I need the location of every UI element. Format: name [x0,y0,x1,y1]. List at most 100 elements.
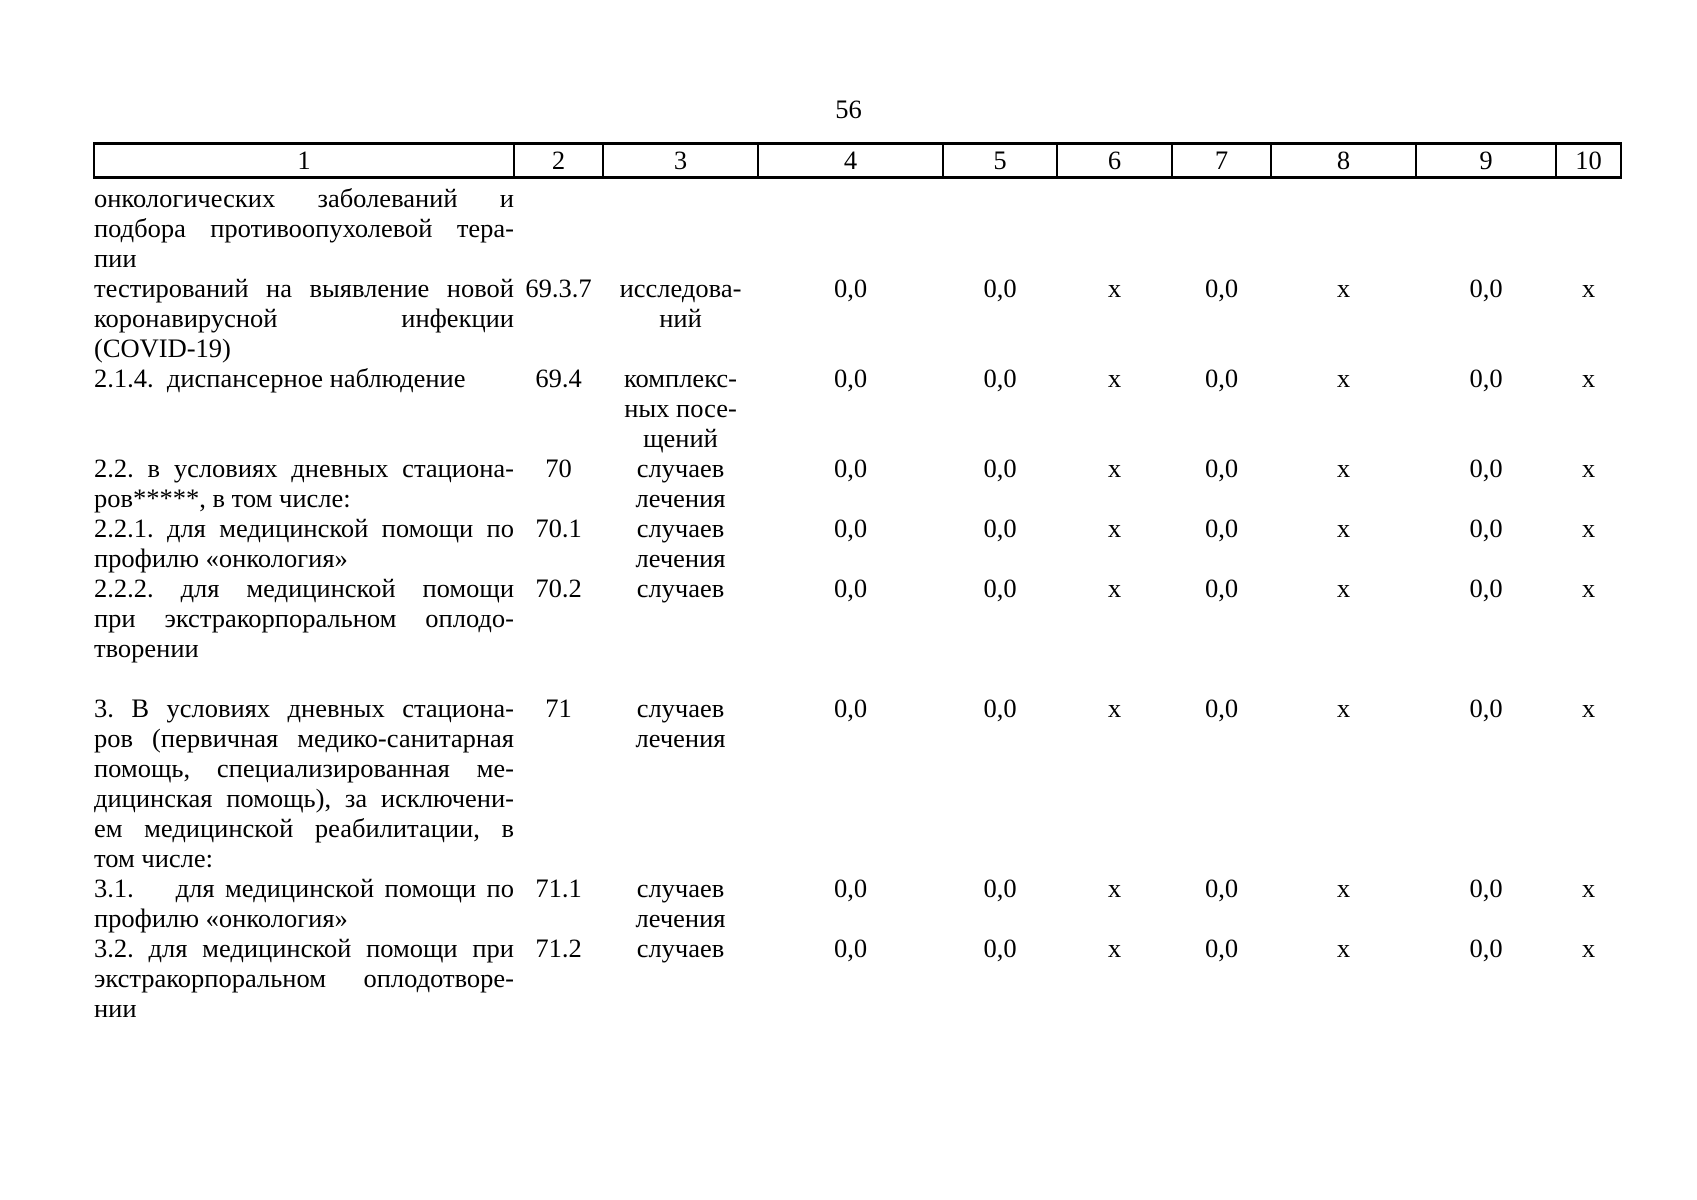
cell-value: 0,0 [1469,693,1503,723]
cell-value: 0,0 [1204,873,1239,903]
cell-value: 0,0 [983,873,1017,903]
unit-line: исследова- [619,273,742,303]
description-line: онкологических заболеваний и [94,183,514,213]
description-line: том числе: [94,843,213,873]
description-line: 2.2.1. для медицинской помощи по [94,513,514,543]
unit-line: случаев [636,873,725,903]
description-line: ем медицинской реабилитации, в [94,813,514,843]
description-line: 3. В условиях дневных стациона- [94,693,514,723]
cell-value: 0,0 [1204,453,1239,483]
description-line: профилю «онкология» [94,903,348,933]
page-number: 56 [835,94,862,124]
table-row: 2.1.4. диспансерное наблюдение 69.4 комп… [94,363,1621,453]
table-row: тестирований на выявление новой коронави… [94,273,1621,363]
volumes-table: 1 2 3 4 5 6 7 8 9 10 онкологических забо… [93,142,1622,1023]
col-header-3: 3 [602,142,759,179]
col-header-6: 6 [1056,142,1173,179]
cell-value: x [1581,933,1596,963]
unit-line: случаев [636,573,725,603]
table-row: 2.2.1. для медицинской помощи по профилю… [94,513,1621,573]
description-line: коронавирусной инфекции [94,303,514,333]
description-line: профилю «онкология» [94,543,348,573]
cell-value [1556,178,1621,274]
unit-line: случаев [636,933,725,963]
cell-description: 2.1.4. диспансерное наблюдение [94,363,514,453]
unit-line: ных посе- [624,393,737,423]
col-header-10: 10 [1555,142,1622,179]
cell-unit: случаев лечения [603,873,758,933]
cell-value: x [1581,573,1596,603]
cell-value: 0,0 [1469,453,1503,483]
table-row: онкологических заболеваний и подбора про… [94,178,1621,274]
cell-unit: случаев лечения [603,453,758,513]
cell-value: x [1336,273,1351,303]
table-row: 3. В условиях дневных стациона- ров (пер… [94,693,1621,873]
cell-value: 0,0 [1469,873,1503,903]
col-header-9: 9 [1415,142,1557,179]
table-row: 3.1. для медицинской помощи по профилю «… [94,873,1621,933]
cell-value: x [1581,693,1596,723]
cell-value [1271,178,1416,274]
cell-value: 0,0 [1204,273,1239,303]
cell-value [1057,178,1172,274]
unit-line: случаев [636,453,725,483]
description-line: при экстракорпоральном оплодо- [94,603,514,633]
cell-value: x [1581,513,1596,543]
cell-value: 0,0 [1204,573,1239,603]
cell-value: x [1107,273,1122,303]
cell-value: x [1107,873,1122,903]
cell-unit: комплекс- ных посе- щений [603,363,758,453]
cell-value: x [1107,693,1122,723]
cell-description: тестирований на выявление новой коронави… [94,273,514,363]
cell-value: x [1336,693,1351,723]
description-line: 2.1.4. диспансерное наблюдение [94,363,466,393]
cell-unit: случаев лечения [603,513,758,573]
cell-line-code: 70 [545,453,572,483]
cell-value: 0,0 [983,453,1017,483]
unit-line: случаев [636,513,725,543]
cell-unit [603,178,758,274]
cell-unit: случаев [603,573,758,693]
cell-value [758,178,943,274]
unit-line: щений [643,423,718,453]
cell-value: x [1581,363,1596,393]
cell-description: 3.2. для медицинской помощи при экстрако… [94,933,514,1023]
cell-value: x [1107,513,1122,543]
cell-value: 0,0 [833,363,868,393]
description-line: пии [94,243,137,273]
cell-value: x [1107,363,1122,393]
cell-value [1172,178,1271,274]
cell-line-code: 71.1 [535,873,582,903]
cell-unit: случаев лечения [603,693,758,873]
cell-value: x [1581,273,1596,303]
cell-value: 0,0 [833,873,868,903]
cell-description: 2.2.1. для медицинской помощи по профилю… [94,513,514,573]
cell-value [943,178,1057,274]
cell-line-code [514,178,603,274]
cell-value: 0,0 [983,933,1017,963]
cell-value: x [1336,873,1351,903]
cell-value: 0,0 [983,693,1017,723]
cell-value: 0,0 [983,573,1017,603]
cell-value: x [1336,513,1351,543]
cell-value: x [1581,873,1596,903]
description-line: помощь, специализированная ме- [94,753,514,783]
cell-value: 0,0 [983,363,1017,393]
description-line: ров (первичная медико-санитарная [94,723,514,753]
cell-value: 0,0 [1469,273,1503,303]
description-line: ров*****, в том числе: [94,483,351,513]
col-header-8: 8 [1270,142,1417,179]
description-line: 3.1. для медицинской помощи по [94,873,514,903]
cell-value: x [1107,573,1122,603]
cell-description: 3.1. для медицинской помощи по профилю «… [94,873,514,933]
unit-line: комплекс- [623,363,737,393]
unit-line: случаев [636,693,725,723]
description-line: нии [94,993,137,1023]
cell-description: 2.2. в условиях дневных стациона- ров***… [94,453,514,513]
cell-unit: случаев [603,933,758,1023]
cell-value: x [1107,933,1122,963]
table-row: 2.2. в условиях дневных стациона- ров***… [94,453,1621,513]
col-header-1: 1 [93,142,515,179]
description-line: 2.2.2. для медицинской помощи [94,573,514,603]
